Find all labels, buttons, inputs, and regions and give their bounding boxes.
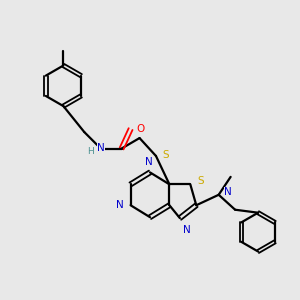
Text: S: S [163,150,169,161]
Text: N: N [183,225,190,235]
Text: H: H [87,147,94,156]
Text: S: S [197,176,203,186]
Text: N: N [145,157,152,167]
Text: N: N [116,200,124,210]
Text: N: N [98,143,105,153]
Text: O: O [136,124,144,134]
Text: N: N [224,188,232,197]
